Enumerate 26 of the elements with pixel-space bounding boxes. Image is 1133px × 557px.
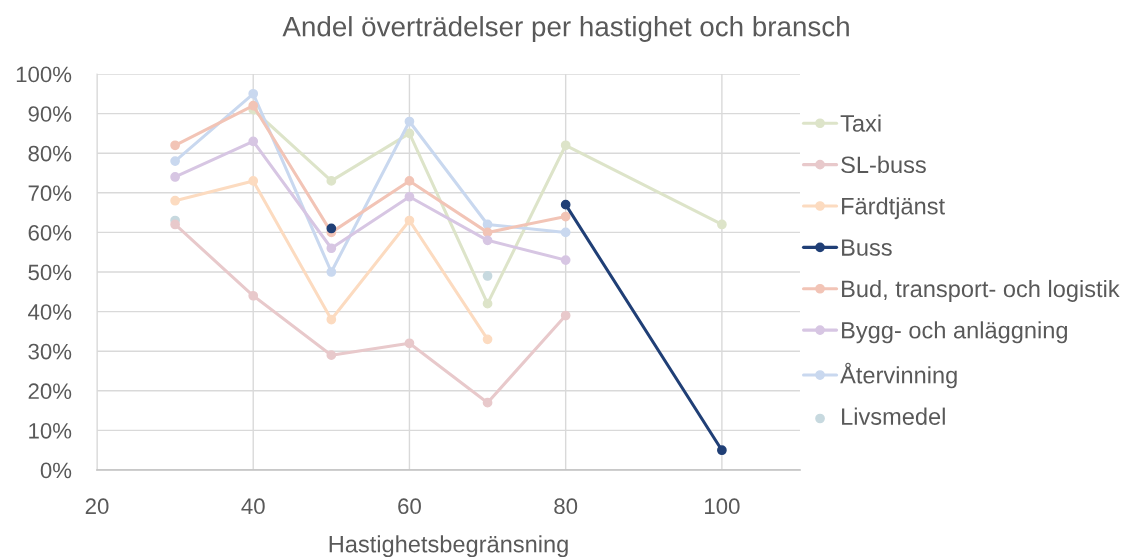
legend-label: Bud, transport- och logistik xyxy=(842,279,1120,302)
legend-label: Återvinning xyxy=(840,362,957,389)
x-tick-label: 40 xyxy=(241,498,265,515)
y-tick-label: 80% xyxy=(28,145,72,162)
y-tick-label: 100% xyxy=(16,66,72,83)
y-tick-label: 0% xyxy=(40,462,72,479)
legend-label: SL-buss xyxy=(841,155,926,174)
legend-label: Bygg- och anläggning xyxy=(842,321,1067,344)
y-tick-label: 70% xyxy=(28,185,72,202)
y-tick-label: 90% xyxy=(28,106,72,122)
y-tick-label: 50% xyxy=(28,264,72,281)
y-tick-label: 20% xyxy=(28,383,72,400)
legend-label: Livsmedel xyxy=(842,407,945,425)
y-tick-label: 40% xyxy=(28,304,72,320)
y-tick-label: 10% xyxy=(29,422,72,439)
x-axis-title: Hastighetsbegränsning xyxy=(329,535,568,557)
legend-label: Taxi xyxy=(840,114,881,132)
legend-label: Färdtjänst xyxy=(842,197,945,220)
x-tick-label: 60 xyxy=(398,498,421,515)
x-tick-label: 80 xyxy=(554,498,578,515)
y-tick-label: 30% xyxy=(28,343,72,360)
x-tick-label: 100 xyxy=(705,498,740,515)
legend-label: Buss xyxy=(842,239,892,256)
chart-title: Andel överträdelser per hastighet och bransch xyxy=(282,16,849,42)
x-tick-label: 20 xyxy=(85,498,109,515)
y-tick-label: 60% xyxy=(28,224,72,241)
